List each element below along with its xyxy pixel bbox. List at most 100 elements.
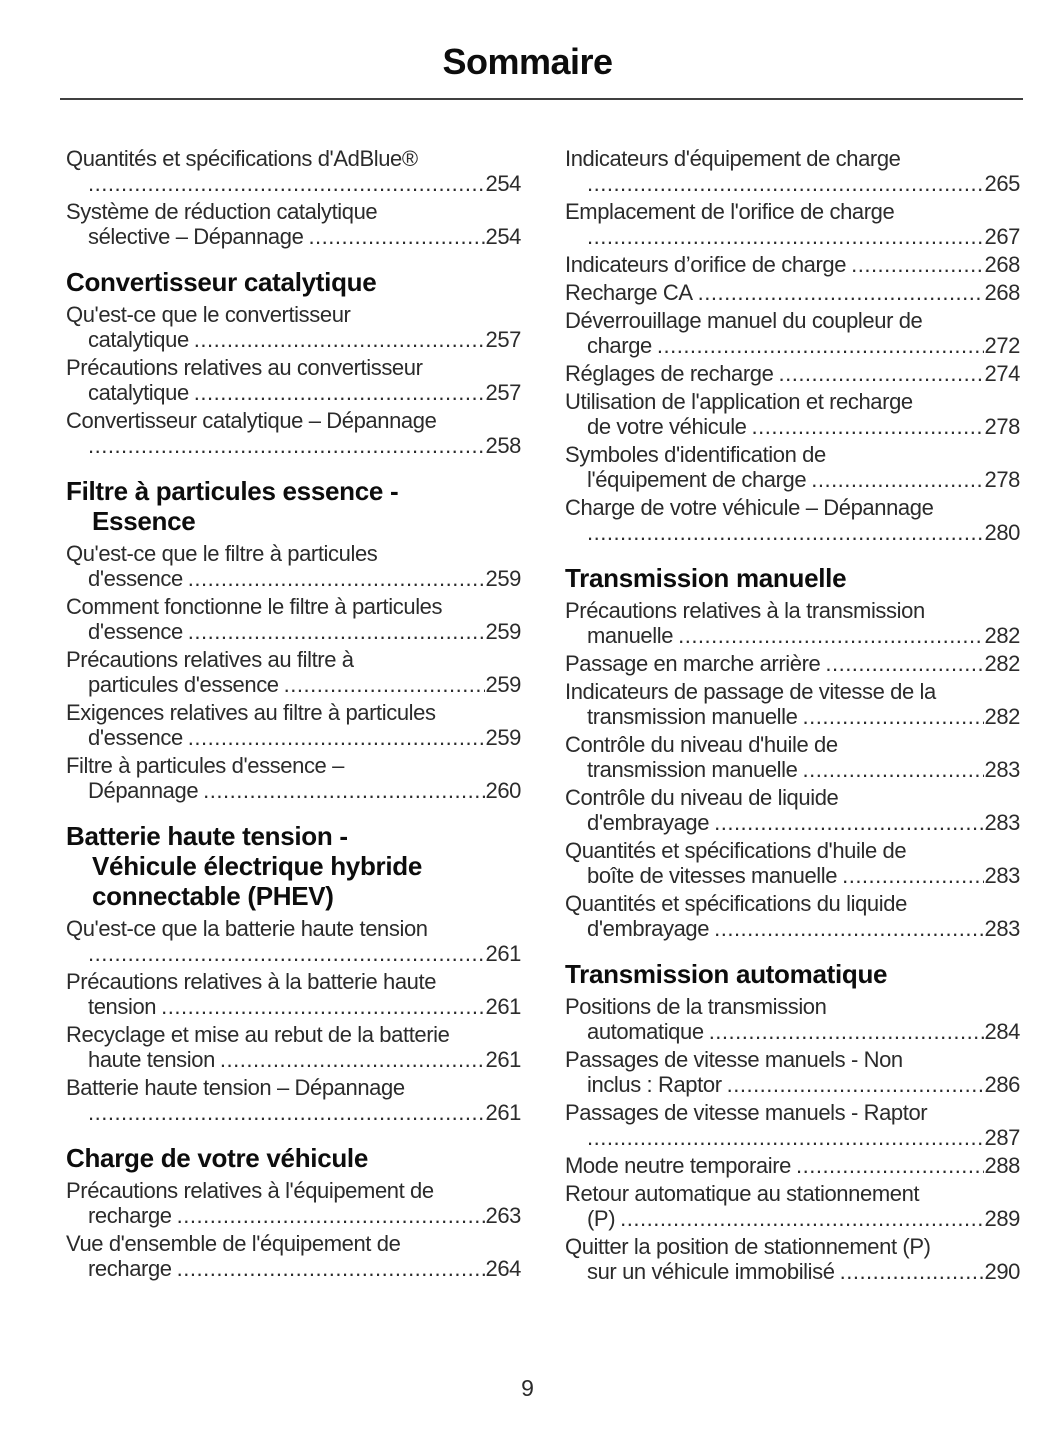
toc-entry[interactable]: Indicateurs d'équipement de charge......… <box>565 146 1020 196</box>
toc-entry-text: Utilisation de l'application et recharge <box>565 389 913 414</box>
toc-page-number: 259 <box>485 725 521 750</box>
toc-entry[interactable]: Charge de votre véhicule – Dépannage....… <box>565 495 1020 545</box>
toc-page-number: 283 <box>984 810 1020 835</box>
toc-entry[interactable]: Positions de la transmission automatique.… <box>565 994 1020 1044</box>
toc-entry[interactable]: Précautions relatives au convertisseur ca… <box>66 355 521 405</box>
toc-entry-leader-row: recharge................................… <box>66 1203 521 1228</box>
toc-entry[interactable]: Précautions relatives au filtre à particu… <box>66 647 521 697</box>
dot-leader: ........................................… <box>283 672 486 697</box>
toc-entry-leader-row: ........................................… <box>565 224 1020 249</box>
toc-entry[interactable]: Précautions relatives à la transmission m… <box>565 598 1020 648</box>
toc-entry[interactable]: Qu'est-ce que le convertisseur catalytiqu… <box>66 302 521 352</box>
toc-entry[interactable]: Exigences relatives au filtre à particul… <box>66 700 521 750</box>
page-number: 9 <box>521 1375 534 1401</box>
toc-entry[interactable]: Utilisation de l'application et recharge… <box>565 389 1020 439</box>
toc-entry[interactable]: Mode neutre temporaire..................… <box>565 1153 1020 1178</box>
toc-entry[interactable]: Contrôle du niveau d'huile de transmissio… <box>565 732 1020 782</box>
dot-leader: ........................................… <box>796 1153 984 1178</box>
toc-entry[interactable]: Convertisseur catalytique – Dépannage...… <box>66 408 521 458</box>
toc-entry-leader-row: catalytique.............................… <box>66 327 521 352</box>
toc-page-number: 283 <box>984 863 1020 888</box>
toc-entry-text: Contrôle du niveau de liquide <box>565 785 839 810</box>
toc-entry[interactable]: Passage en marche arrière...............… <box>565 651 1020 676</box>
dot-leader: ........................................… <box>176 1256 486 1281</box>
toc-entry[interactable]: Indicateurs d’orifice de charge.........… <box>565 252 1020 277</box>
toc-page-number: 267 <box>984 224 1020 249</box>
toc-page-number: 280 <box>984 520 1020 545</box>
toc-entry[interactable]: Retour automatique au stationnement (P)..… <box>565 1181 1020 1231</box>
toc-entry[interactable]: Quitter la position de stationnement (P)… <box>565 1234 1020 1284</box>
dot-leader: ........................................… <box>839 1259 985 1284</box>
toc-page-number: 261 <box>485 941 521 966</box>
section-heading-line: Filtre à particules essence - <box>66 476 399 506</box>
toc-entry-text: sélective – Dépannage <box>88 224 304 249</box>
toc-entry-text: Précautions relatives au filtre à <box>66 647 354 672</box>
toc-entry-text: Positions de la transmission <box>565 994 827 1019</box>
dot-leader: ........................................… <box>88 1100 485 1125</box>
toc-page-number: 265 <box>984 171 1020 196</box>
toc-page-number: 283 <box>984 757 1020 782</box>
toc-entry[interactable]: Passages de vitesse manuels - Non inclus … <box>565 1047 1020 1097</box>
toc-entry-leader-row: ........................................… <box>66 433 521 458</box>
toc-entry[interactable]: Vue d'ensemble de l'équipement de recharg… <box>66 1231 521 1281</box>
toc-entry[interactable]: Système de réduction catalytique sélectiv… <box>66 199 521 249</box>
dot-leader: ........................................… <box>751 414 985 439</box>
section-heading-line: Véhicule électrique hybride <box>92 851 423 881</box>
toc-entry[interactable]: Précautions relatives à l'équipement de r… <box>66 1178 521 1228</box>
toc-entry[interactable]: Symboles d'identification de l'équipement… <box>565 442 1020 492</box>
toc-entry-text: transmission manuelle <box>587 704 798 729</box>
toc-entry[interactable]: Réglages de recharge....................… <box>565 361 1020 386</box>
toc-entry-text: Quantités et spécifications d'AdBlue® <box>66 146 418 171</box>
toc-entry[interactable]: Indicateurs de passage de vitesse de la t… <box>565 679 1020 729</box>
toc-entry-text: d'embrayage <box>587 810 710 835</box>
section-heading: Batterie haute tension - Véhicule électri… <box>66 821 521 911</box>
dot-leader: ........................................… <box>219 1047 486 1072</box>
toc-entry[interactable]: Passages de vitesse manuels - Raptor....… <box>565 1100 1020 1150</box>
toc-entry-text: haute tension <box>88 1047 215 1072</box>
toc-page-number: 264 <box>485 1256 521 1281</box>
toc-entry[interactable]: Recyclage et mise au rebut de la batteri… <box>66 1022 521 1072</box>
dot-leader: ........................................… <box>187 725 486 750</box>
toc-entry[interactable]: Filtre à particules d'essence – Dépannage… <box>66 753 521 803</box>
toc-entry-text: l'équipement de charge <box>587 467 807 492</box>
toc-page-number: 290 <box>984 1259 1020 1284</box>
toc-entry[interactable]: Emplacement de l'orifice de charge......… <box>565 199 1020 249</box>
toc-entry[interactable]: Qu'est-ce que le filtre à particules d'es… <box>66 541 521 591</box>
toc-entry[interactable]: Qu'est-ce que la batterie haute tension.… <box>66 916 521 966</box>
page-title: Sommaire <box>442 41 613 82</box>
toc-entry-leader-row: Dépannage...............................… <box>66 778 521 803</box>
section-heading-line: Batterie haute tension - <box>66 821 348 851</box>
toc-entry[interactable]: Contrôle du niveau de liquide d'embrayage… <box>565 785 1020 835</box>
toc-entry-text: Précautions relatives à la transmission <box>565 598 925 623</box>
toc-entry-text: Déverrouillage manuel du coupleur de <box>565 308 923 333</box>
section-heading-line: Charge de votre véhicule <box>66 1143 369 1173</box>
toc-entry-text: Réglages de recharge <box>565 361 774 386</box>
toc-page-number: 283 <box>984 916 1020 941</box>
toc-entry-text: Qu'est-ce que le convertisseur <box>66 302 351 327</box>
dot-leader: ........................................… <box>714 810 984 835</box>
toc-entry-text: (P) <box>587 1206 616 1231</box>
toc-entry[interactable]: Quantités et spécifications d'huile de bo… <box>565 838 1020 888</box>
toc-entry[interactable]: Quantités et spécifications du liquide d'… <box>565 891 1020 941</box>
toc-entry-text: Précautions relatives à l'équipement de <box>66 1178 434 1203</box>
toc-page-number: 257 <box>485 380 521 405</box>
toc-page-number: 282 <box>984 651 1020 676</box>
toc-entry-text: de votre véhicule <box>587 414 747 439</box>
toc-entry-text: Charge de votre véhicule – Dépannage <box>565 495 934 520</box>
toc-entry[interactable]: Batterie haute tension – Dépannage......… <box>66 1075 521 1125</box>
toc-entry-text: tension <box>88 994 157 1019</box>
toc-entry-leader-row: transmission manuelle...................… <box>565 704 1020 729</box>
toc-entry-leader-row: d'embrayage.............................… <box>565 916 1020 941</box>
toc-entry-leader-row: ........................................… <box>66 1100 521 1125</box>
dot-leader: ........................................… <box>851 252 984 277</box>
toc-entry[interactable]: Précautions relatives à la batterie haut… <box>66 969 521 1019</box>
toc-entry-text: recharge <box>88 1256 172 1281</box>
toc-entry[interactable]: Déverrouillage manuel du coupleur de char… <box>565 308 1020 358</box>
toc-entry[interactable]: Quantités et spécifications d'AdBlue®...… <box>66 146 521 196</box>
toc-entry-leader-row: transmission manuelle...................… <box>565 757 1020 782</box>
toc-entry[interactable]: Comment fonctionne le filtre à particule… <box>66 594 521 644</box>
dot-leader: ........................................… <box>802 757 984 782</box>
toc-entry[interactable]: Recharge CA.............................… <box>565 280 1020 305</box>
toc-entry-leader-row: d'essence...............................… <box>66 619 521 644</box>
toc-entry-leader-row: Indicateurs d’orifice de charge.........… <box>565 252 1020 277</box>
